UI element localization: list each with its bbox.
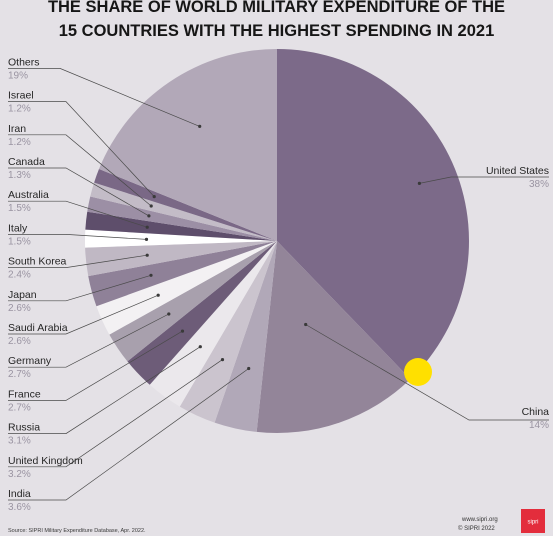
leader-dot-italy [144, 237, 149, 241]
label-name-canada: Canada [8, 156, 45, 168]
label-name-japan: Japan [8, 289, 37, 301]
label-name-south-korea: South Korea [8, 256, 67, 268]
label-value-china: 14% [529, 420, 549, 431]
leader-line-canada [8, 167, 150, 217]
label-value-others: 19% [8, 70, 28, 81]
leader-dot-saudi-arabia [156, 293, 160, 297]
leader-line-south-korea [8, 254, 148, 268]
leader-line-iran [8, 134, 152, 207]
leader-dot-south-korea [145, 253, 149, 257]
label-name-united-states: United States [486, 165, 549, 177]
leader-dot-france [180, 329, 185, 333]
label-name-saudi-arabia: Saudi Arabia [8, 322, 68, 334]
label-name-others: Others [8, 56, 40, 68]
label-value-south-korea: 2.4% [8, 270, 31, 281]
leader-dot-india [247, 366, 251, 371]
label-value-united-states: 38% [529, 179, 549, 190]
slice-south-korea [85, 241, 277, 277]
leader-line-others [8, 68, 200, 127]
label-value-germany: 2.7% [8, 369, 31, 380]
slice-india [214, 241, 277, 432]
sipri-logo: sipri [521, 509, 545, 533]
label-value-russia: 3.1% [8, 436, 31, 447]
leader-dot-russia [198, 345, 202, 349]
slice-saudi-arabia [96, 241, 277, 335]
label-value-australia: 1.5% [8, 203, 31, 214]
leader-line-united-states [419, 176, 549, 184]
leader-dot-china [304, 322, 308, 327]
leader-line-france [8, 330, 183, 401]
slice-united-kingdom [179, 241, 277, 423]
leader-dot-australia [145, 225, 149, 229]
label-name-germany: Germany [8, 355, 52, 367]
leader-dot-canada [147, 214, 151, 218]
label-name-australia: Australia [8, 189, 49, 201]
chart-title-line-2: 15 COUNTRIES WITH THE HIGHEST SPENDING I… [59, 22, 495, 40]
slice-iran [90, 182, 278, 241]
label-value-saudi-arabia: 2.6% [8, 336, 31, 347]
leader-line-italy [8, 234, 147, 240]
label-value-japan: 2.6% [8, 303, 31, 314]
leader-line-united-kingdom [8, 359, 223, 468]
leader-dot-united-kingdom [220, 358, 225, 362]
label-name-iran: Iran [8, 123, 26, 135]
leader-lines [8, 68, 549, 501]
label-value-israel: 1.2% [8, 104, 31, 115]
leader-line-germany [8, 313, 169, 368]
chart-title-line-1: THE SHARE OF WORLD MILITARY EXPENDITURE … [48, 0, 505, 16]
leader-dot-germany [167, 312, 171, 316]
label-value-india: 3.6% [8, 502, 31, 513]
slice-russia [149, 241, 277, 407]
leader-line-israel [8, 101, 155, 197]
brand-url: www.sipri.org [461, 517, 498, 523]
leader-line-india [8, 368, 249, 501]
slice-australia [85, 211, 277, 241]
slice-germany [109, 241, 277, 362]
yellow-marker-dot [404, 358, 432, 386]
leader-line-china [305, 324, 549, 421]
slice-france [127, 241, 277, 385]
label-name-france: France [8, 388, 41, 400]
label-name-india: India [8, 488, 31, 500]
label-name-united-kingdom: United Kingdom [8, 455, 83, 467]
slice-united-states [277, 49, 470, 380]
chart-title: THE SHARE OF WORLD MILITARY EXPENDITURE … [48, 0, 505, 40]
slice-others [98, 49, 278, 241]
sipri-logo-text: sipri [527, 520, 538, 526]
label-value-france: 2.7% [8, 402, 31, 413]
label-value-united-kingdom: 3.2% [8, 469, 31, 480]
label-value-iran: 1.2% [8, 137, 31, 148]
leader-dot-others [198, 124, 202, 128]
slice-china [256, 241, 411, 434]
leader-line-australia [8, 200, 148, 228]
slice-israel [94, 169, 277, 241]
label-name-italy: Italy [8, 222, 28, 234]
leader-line-japan [8, 274, 152, 302]
label-name-china: China [522, 406, 550, 418]
slice-labels: United States 38% China 14% India 3.6% United … [8, 56, 549, 513]
label-value-italy: 1.5% [8, 236, 31, 247]
label-name-israel: Israel [8, 90, 34, 102]
leader-line-saudi-arabia [8, 294, 159, 335]
leader-dot-iran [149, 204, 153, 208]
slice-italy [84, 229, 277, 248]
slice-japan [88, 241, 277, 307]
leader-dot-united-states [417, 181, 421, 185]
label-name-russia: Russia [8, 422, 40, 434]
label-value-canada: 1.3% [8, 170, 31, 181]
leader-line-russia [8, 346, 201, 434]
leader-dot-japan [149, 273, 153, 277]
source-note: Source: SIPRI Military Expenditure Datab… [8, 528, 146, 534]
leader-dot-israel [152, 195, 156, 199]
brand-copyright: © SIPRI 2022 [458, 525, 495, 532]
